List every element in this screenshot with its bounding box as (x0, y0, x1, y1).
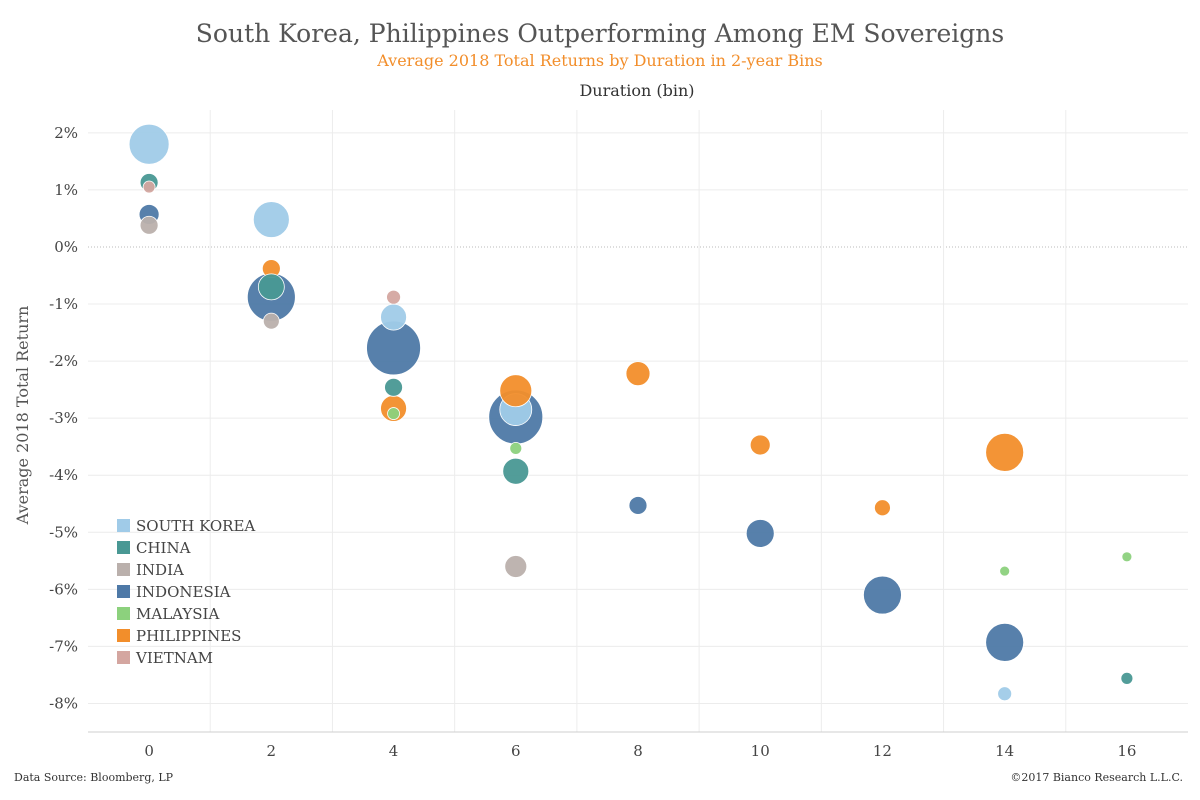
legend-item: MALAYSIA (117, 605, 219, 623)
x-tick-label: 2 (267, 742, 277, 760)
data-point (252, 201, 290, 238)
legend-swatch (117, 563, 130, 576)
legend-swatch (117, 607, 130, 620)
x-tick-label: 8 (633, 742, 643, 760)
data-point (142, 180, 156, 194)
data-source-note: Data Source: Bloomberg, LP (14, 771, 174, 784)
data-point (863, 575, 902, 615)
x-tick-label: 0 (144, 742, 154, 760)
y-tick-label: -1% (49, 295, 78, 313)
legend-label: CHINA (136, 539, 191, 557)
legend-item: INDONESIA (117, 583, 231, 601)
legend-item: SOUTH KOREA (117, 517, 255, 535)
x-tick-label: 6 (511, 742, 521, 760)
data-point (985, 623, 1025, 662)
x-tick-label: 16 (1117, 742, 1136, 760)
data-point (386, 289, 401, 305)
y-tick-label: -2% (49, 352, 78, 370)
legend-swatch (117, 519, 130, 532)
data-point (749, 434, 771, 456)
data-point (1121, 551, 1133, 563)
data-point (128, 123, 170, 165)
legend-item: CHINA (117, 539, 191, 557)
y-tick-label: 0% (54, 238, 78, 256)
x-axis-label: Duration (bin) (579, 81, 694, 100)
y-tick-label: 1% (54, 181, 78, 199)
series-china (139, 173, 1134, 685)
y-tick-label: -8% (49, 694, 78, 712)
legend-label: PHILIPPINES (136, 627, 241, 645)
legend: SOUTH KOREA CHINA INDIA INDONESIA MALAYSIA PH… (117, 517, 255, 667)
data-point (257, 273, 285, 301)
series-south-korea (128, 123, 1013, 702)
data-point (262, 312, 280, 330)
data-point (874, 499, 891, 517)
data-point (745, 519, 775, 548)
data-points (128, 123, 1134, 702)
data-point (504, 555, 528, 578)
y-tick-label: -5% (49, 523, 78, 541)
data-point (499, 374, 533, 408)
data-point (628, 496, 648, 515)
chart-title: South Korea, Philippines Outperforming A… (196, 19, 1004, 48)
data-point (985, 432, 1025, 472)
y-tick-label: -6% (49, 580, 78, 598)
data-point (387, 407, 400, 420)
legend-label: INDONESIA (136, 583, 231, 601)
x-tick-label: 14 (995, 742, 1014, 760)
gridlines (88, 110, 1188, 733)
legend-swatch (117, 541, 130, 554)
legend-item: PHILIPPINES (117, 627, 241, 645)
x-axis-ticks: 0 2 4 6 8 10 12 14 16 (144, 742, 1136, 760)
data-point (509, 441, 523, 455)
data-point (502, 457, 530, 485)
series-india (139, 215, 528, 578)
legend-swatch (117, 629, 130, 642)
series-malaysia (387, 407, 1133, 577)
x-tick-label: 12 (873, 742, 892, 760)
series-philippines (261, 259, 1025, 517)
legend-label: INDIA (136, 561, 184, 579)
data-point (997, 686, 1013, 702)
y-tick-label: -7% (49, 637, 78, 655)
legend-label: SOUTH KOREA (136, 517, 255, 535)
y-axis-label: Average 2018 Total Return (13, 306, 32, 526)
y-tick-label: -4% (49, 466, 78, 484)
legend-swatch (117, 585, 130, 598)
x-tick-label: 10 (751, 742, 770, 760)
data-point (384, 377, 403, 397)
data-point (380, 303, 407, 331)
series-vietnam (142, 180, 401, 305)
copyright-note: ©2017 Bianco Research L.L.C. (1010, 771, 1183, 784)
data-point (999, 565, 1011, 577)
data-point (625, 361, 651, 387)
data-point (139, 215, 159, 235)
x-tick-label: 4 (389, 742, 399, 760)
y-axis-ticks: 2% 1% 0% -1% -2% -3% -4% -5% -6% -7% -8% (49, 124, 78, 713)
data-point (1120, 671, 1134, 685)
legend-swatch (117, 651, 130, 664)
chart-subtitle: Average 2018 Total Returns by Duration i… (376, 51, 822, 70)
y-tick-label: -3% (49, 409, 78, 427)
legend-item: VIETNAM (117, 649, 213, 667)
legend-label: VIETNAM (135, 649, 213, 667)
legend-label: MALAYSIA (136, 605, 219, 623)
legend-item: INDIA (117, 561, 184, 579)
y-tick-label: 2% (54, 124, 78, 142)
